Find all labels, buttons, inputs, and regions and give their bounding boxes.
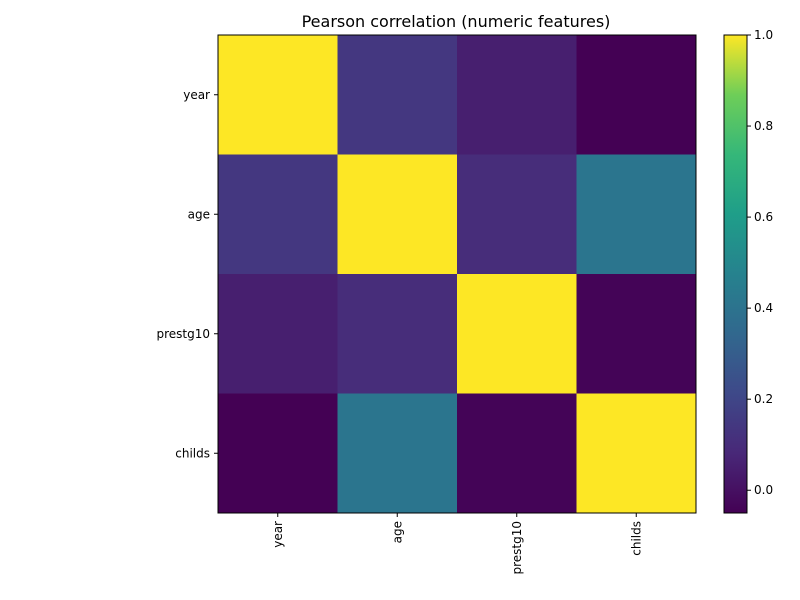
x-axis: year age prestg10 childs [271,513,643,575]
heatmap-cell [576,35,697,155]
plot-frame [217,34,697,514]
colorbar-tick-label: 0.0 [754,483,773,497]
colorbar-frame [723,34,748,514]
y-tick-label: age [188,207,210,221]
chart-title: Pearson correlation (numeric features) [302,12,611,31]
heatmap-cell [576,274,697,394]
heatmap-cell [576,393,697,514]
heatmap-cell [337,35,458,155]
y-tick-label: year [183,88,210,102]
x-tick-label: prestg10 [510,521,524,575]
heatmap-cell [576,154,697,275]
heatmap-cell [337,274,458,394]
colorbar-tick-label: 1.0 [754,28,773,42]
colorbar-tick-label: 0.4 [754,301,773,315]
colorbar-ticks: 0.0 0.2 0.4 0.6 0.8 1.0 [747,28,773,497]
heatmap-cell [218,154,338,275]
y-tick-label: childs [175,446,210,460]
x-tick-label: age [390,521,404,543]
colorbar-tick-label: 0.6 [754,210,773,224]
x-tick-label: year [271,521,285,548]
heatmap-cells [218,35,697,514]
heatmap-cell [337,393,458,514]
y-axis: year age prestg10 childs [156,88,218,460]
colorbar: 0.0 0.2 0.4 0.6 0.8 1.0 [723,28,773,514]
heatmap-cell [218,274,338,394]
heatmap-cell [218,35,338,155]
y-tick-label: prestg10 [156,327,210,341]
colorbar-tick-label: 0.8 [754,119,773,133]
heatmap-cell [457,274,577,394]
heatmap-cell [457,393,577,514]
heatmap-cell [457,35,577,155]
x-tick-label: childs [629,521,643,556]
colorbar-gradient [724,35,747,513]
heatmap-cell [457,154,577,275]
heatmap-cell [337,154,458,275]
colorbar-tick-label: 0.2 [754,392,773,406]
heatmap-cell [218,393,338,514]
